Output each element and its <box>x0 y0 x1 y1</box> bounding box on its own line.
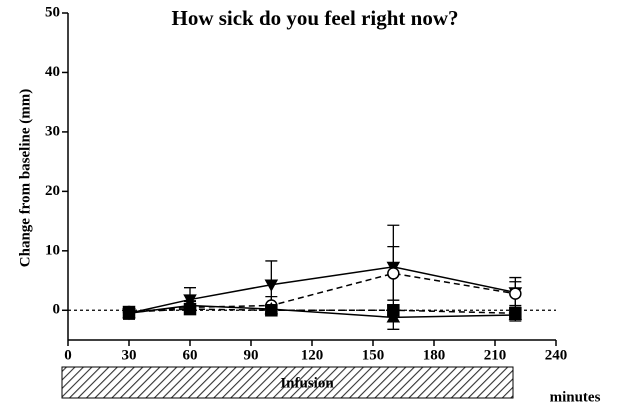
x-tick-label: 240 <box>545 347 568 363</box>
x-tick-label: 90 <box>244 347 259 363</box>
marker <box>264 279 279 292</box>
infusion-bar <box>61 366 514 399</box>
annotation: Infusion <box>280 375 334 391</box>
x-tick-label: 210 <box>484 347 507 363</box>
x-tick-label: 120 <box>301 347 324 363</box>
y-axis-label: Change from baseline (mm) <box>17 89 33 267</box>
x-axis-label: minutes <box>550 389 601 405</box>
marker <box>509 306 522 320</box>
marker <box>386 310 401 323</box>
x-tick-label: 60 <box>183 347 198 363</box>
y-tick-label: 0 <box>53 302 61 318</box>
x-tick-label: 30 <box>122 347 137 363</box>
marker <box>387 267 400 280</box>
y-tick-label: 20 <box>45 183 60 199</box>
y-tick-label: 40 <box>45 64 60 80</box>
x-tick-label: 0 <box>64 347 72 363</box>
chart-title: How sick do you feel right now? <box>171 6 458 30</box>
marker <box>387 304 400 317</box>
y-tick-label: 10 <box>45 242 60 258</box>
marker <box>122 305 136 319</box>
marker <box>265 304 278 317</box>
marker <box>183 302 197 316</box>
x-tick-label: 180 <box>423 347 446 363</box>
x-tick-label: 150 <box>362 347 385 363</box>
y-tick-label: 50 <box>45 4 60 20</box>
marker <box>509 287 522 300</box>
y-tick-label: 30 <box>45 123 60 139</box>
